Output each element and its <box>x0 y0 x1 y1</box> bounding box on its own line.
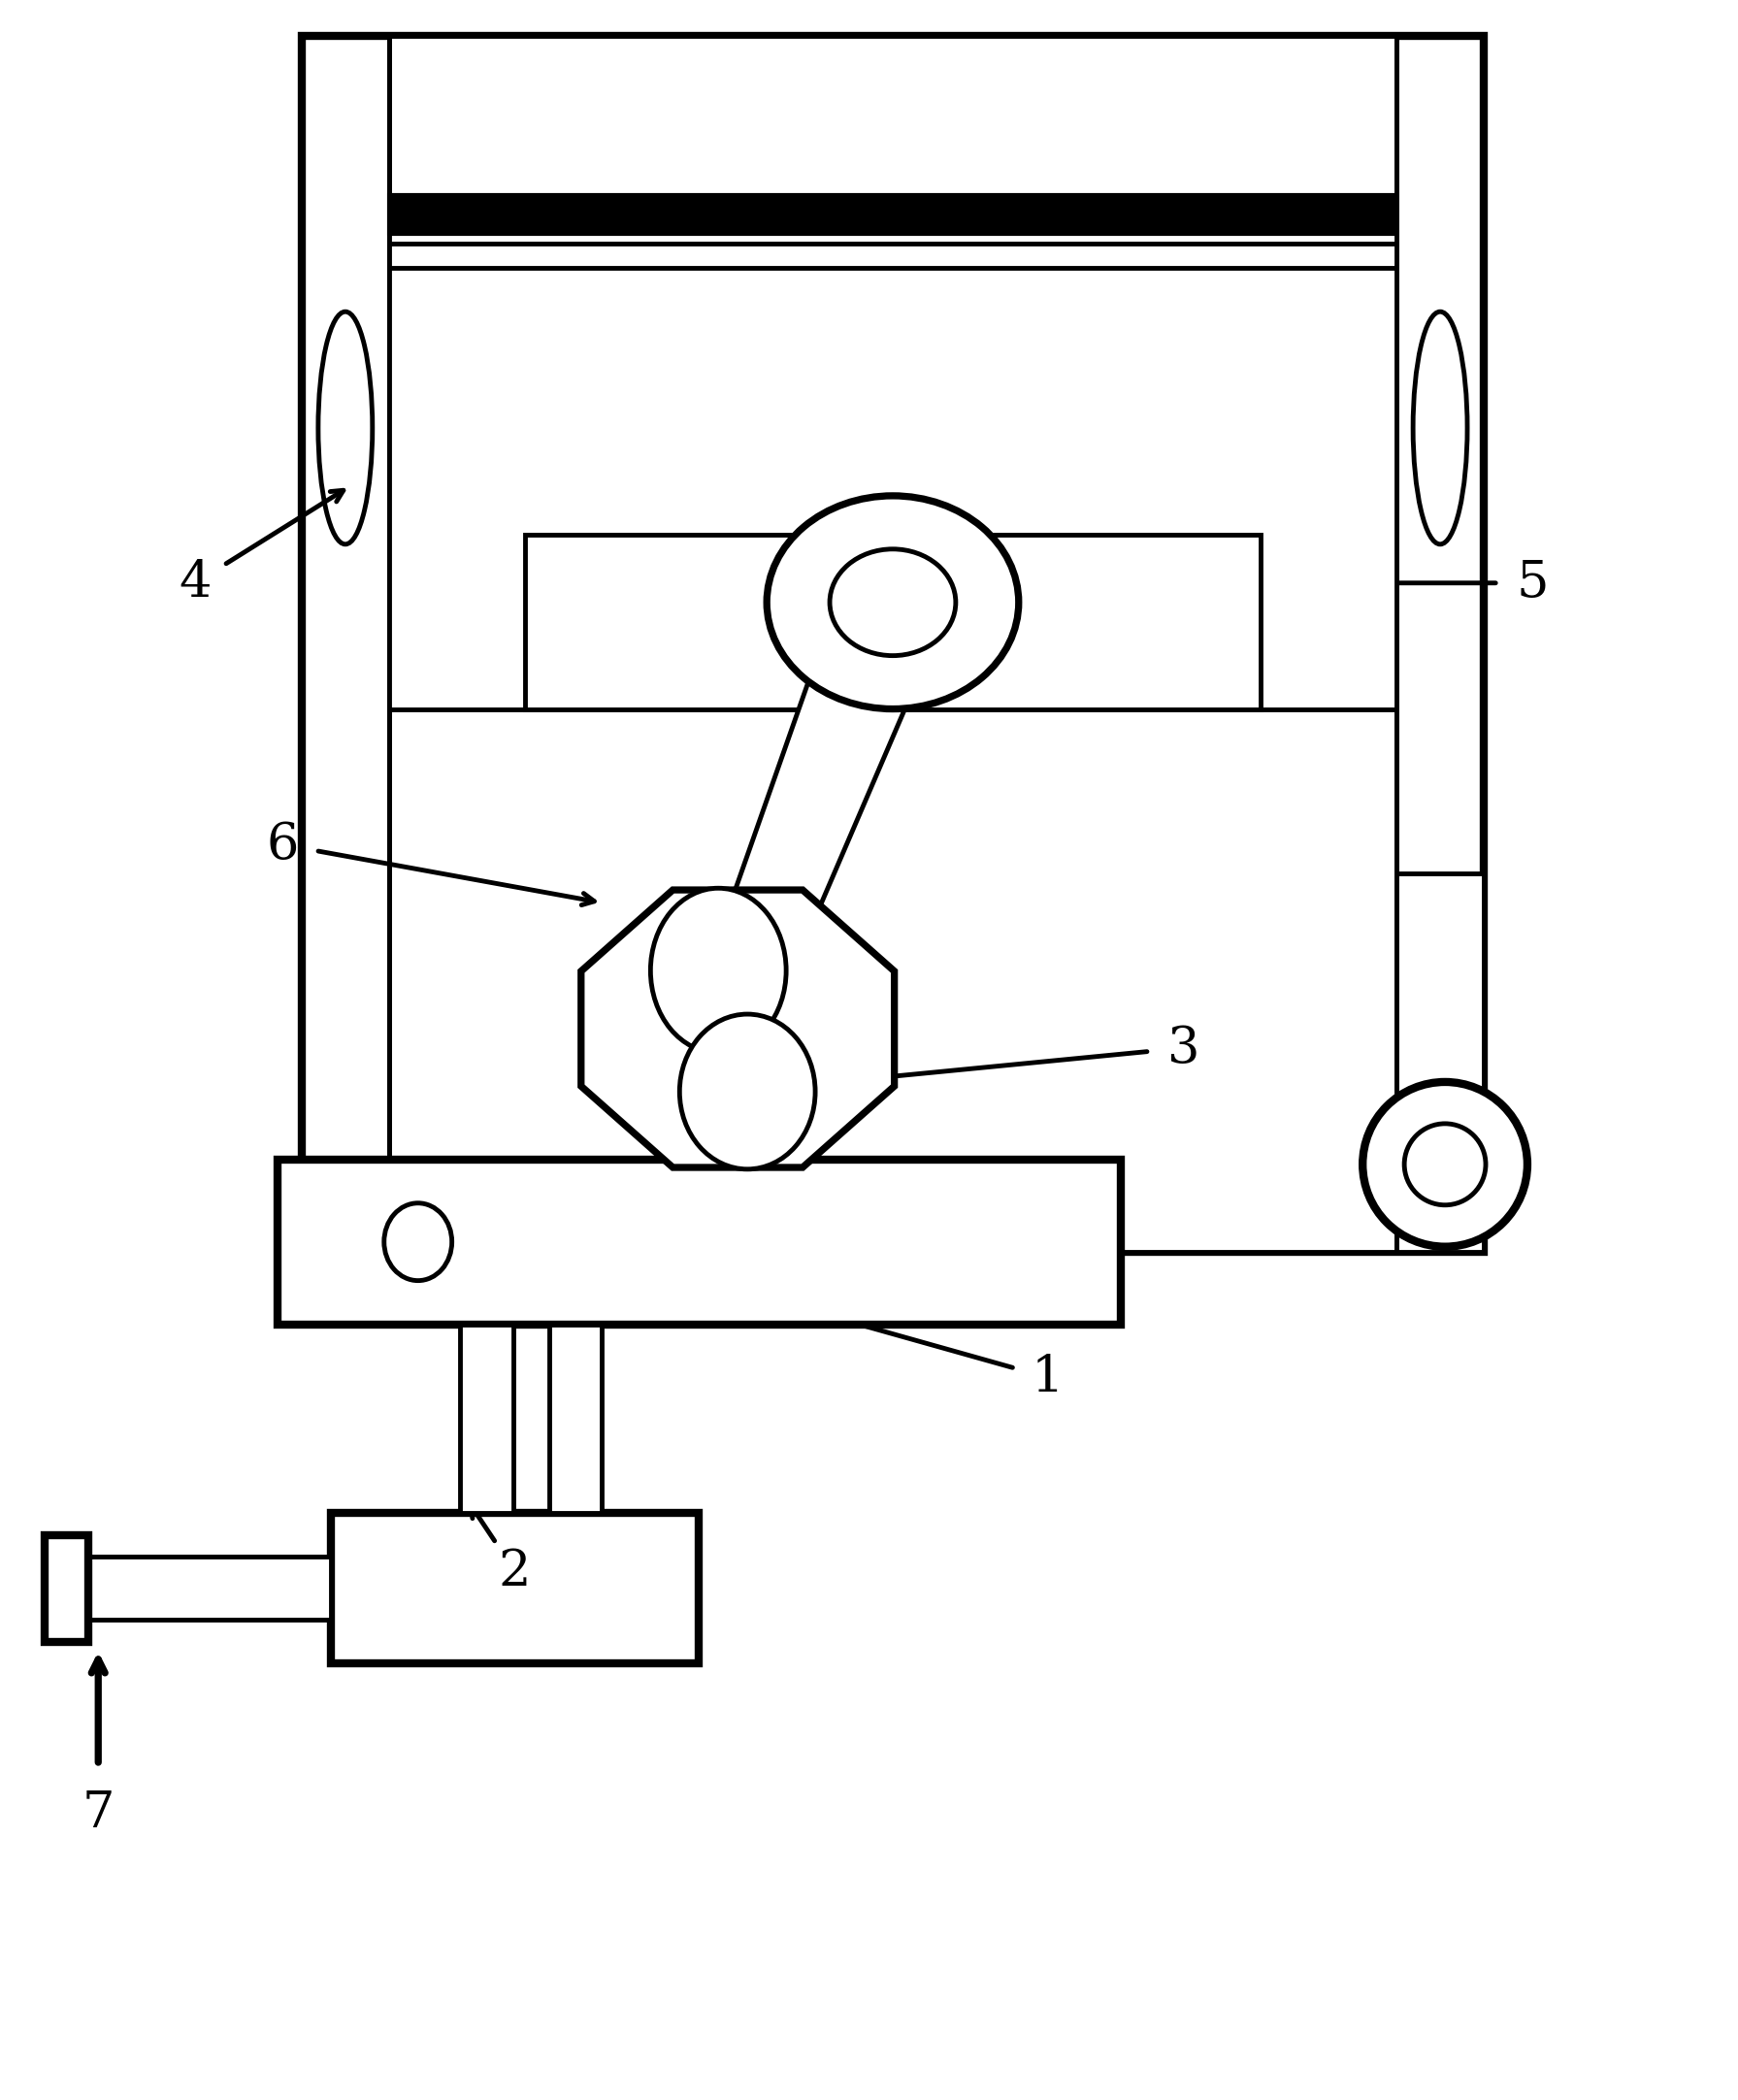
Bar <box>45 1535 89 1642</box>
Text: 7: 7 <box>82 1789 115 1838</box>
Bar <box>330 1514 699 1663</box>
Ellipse shape <box>766 496 1018 710</box>
Ellipse shape <box>829 548 956 655</box>
Bar <box>549 1325 601 1514</box>
Bar <box>1397 874 1484 1252</box>
Ellipse shape <box>318 311 372 544</box>
Ellipse shape <box>384 1203 452 1281</box>
Ellipse shape <box>1363 1082 1528 1247</box>
Text: 6: 6 <box>266 819 299 869</box>
Bar <box>525 536 1262 710</box>
Ellipse shape <box>680 1014 815 1170</box>
Bar <box>389 36 1397 1252</box>
Text: 4: 4 <box>179 559 212 607</box>
Bar <box>389 195 1397 710</box>
Text: 3: 3 <box>1168 1023 1199 1073</box>
Ellipse shape <box>1413 311 1467 544</box>
Text: 5: 5 <box>1516 559 1549 607</box>
Ellipse shape <box>650 888 786 1052</box>
Text: 1: 1 <box>1031 1352 1064 1403</box>
Bar <box>89 1556 330 1619</box>
Polygon shape <box>702 584 942 1014</box>
Bar <box>278 1159 1121 1325</box>
Ellipse shape <box>1404 1124 1486 1205</box>
Text: 2: 2 <box>499 1546 532 1596</box>
Bar <box>302 36 1484 1252</box>
Bar <box>389 195 1397 235</box>
Polygon shape <box>580 890 895 1168</box>
Bar <box>459 1325 513 1514</box>
